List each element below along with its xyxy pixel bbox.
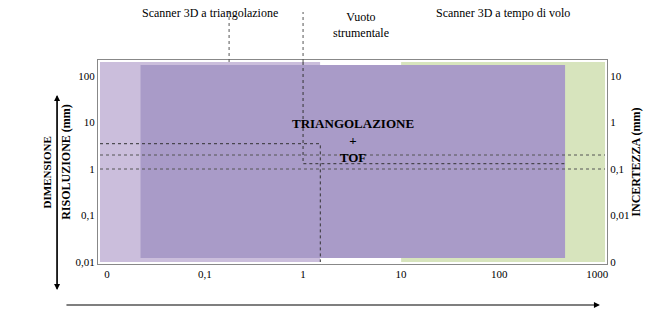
svg-text:Vuotostrumentale: Vuotostrumentale xyxy=(333,10,389,40)
svg-text:TRIANGOLAZIONE+TOF: TRIANGOLAZIONE+TOF xyxy=(292,116,414,165)
svg-text:0: 0 xyxy=(610,256,616,268)
svg-text:0,1: 0,1 xyxy=(610,163,624,175)
svg-text:10: 10 xyxy=(610,70,622,82)
svg-text:Scanner 3D a tempo di volo: Scanner 3D a tempo di volo xyxy=(436,6,570,20)
svg-text:Scanner 3D a triangolazione: Scanner 3D a triangolazione xyxy=(142,6,278,20)
svg-text:100: 100 xyxy=(78,70,95,82)
svg-text:RISOLUZIONE (mm): RISOLUZIONE (mm) xyxy=(59,104,73,220)
svg-text:10: 10 xyxy=(396,268,408,280)
svg-text:INCERTEZZA (mm): INCERTEZZA (mm) xyxy=(629,107,643,216)
svg-text:0,01: 0,01 xyxy=(610,209,629,221)
svg-text:100: 100 xyxy=(491,268,508,280)
svg-text:10: 10 xyxy=(84,116,96,128)
svg-text:1000: 1000 xyxy=(586,268,609,280)
svg-text:1: 1 xyxy=(610,116,616,128)
svg-text:0,1: 0,1 xyxy=(81,209,95,221)
svg-text:0,1: 0,1 xyxy=(198,268,212,280)
svg-text:0,01: 0,01 xyxy=(76,256,95,268)
svg-text:1: 1 xyxy=(89,163,95,175)
svg-text:1: 1 xyxy=(300,268,306,280)
svg-text:DIMENSIONE: DIMENSIONE xyxy=(41,136,53,208)
svg-text:0: 0 xyxy=(104,268,110,280)
